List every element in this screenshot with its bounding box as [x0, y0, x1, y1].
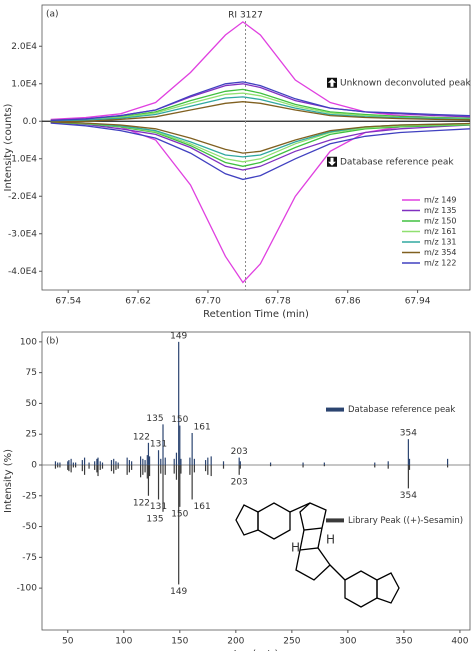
y-tick-label: 2.0E4 [11, 42, 37, 52]
molecule-structure [235, 502, 400, 608]
peak-label: 131 [150, 502, 167, 512]
x-tick-label: 67.54 [55, 297, 81, 307]
peak-label: 149 [170, 587, 187, 597]
y-tick-label: -75 [22, 553, 37, 563]
y-tick-label: 0.0 [23, 117, 38, 127]
y-axis-label: Intensity (%) [3, 449, 14, 513]
x-tick-label: 67.94 [405, 297, 431, 307]
peak-label: 203 [231, 447, 248, 457]
peak-label: 354 [400, 429, 417, 439]
molecule-h: H [291, 541, 300, 555]
y-tick-label: -4.0E4 [8, 267, 37, 277]
y-tick-label: -50 [22, 522, 37, 532]
panel-label: (b) [46, 337, 59, 347]
peak-label: 135 [146, 414, 163, 424]
x-axis-label: Ion (m/z) [234, 649, 279, 651]
x-tick-label: 400 [451, 637, 468, 647]
peak-label: 131 [150, 440, 167, 450]
legend-label: m/z 135 [424, 206, 457, 215]
y-tick-label: 50 [26, 399, 38, 409]
series-line [50, 121, 471, 284]
reference-line-label: RI 3127 [228, 11, 263, 21]
arrow-up [328, 78, 336, 87]
legend-label: Database reference peak [348, 405, 455, 415]
y-tick-label: -100 [17, 584, 38, 594]
series-line [50, 121, 471, 154]
y-axis-label: Intensity (counts) [3, 103, 14, 191]
legend-label: Library Peak ((+)-Sesamin) [348, 516, 463, 526]
y-tick-label: -1.0E4 [8, 154, 37, 164]
series-line [50, 81, 471, 122]
y-tick-label: -25 [22, 491, 37, 501]
legend-label: m/z 131 [424, 238, 457, 247]
series-line [50, 121, 471, 167]
annotation: Database reference peak [340, 157, 454, 167]
legend-label: m/z 150 [424, 217, 457, 226]
legend-swatch [326, 407, 344, 412]
x-tick-label: 50 [62, 637, 74, 647]
peak-label: 150 [171, 415, 188, 425]
y-tick-label: -3.0E4 [8, 229, 37, 239]
series-line [50, 21, 471, 121]
series-line [50, 96, 471, 122]
y-tick-label: 100 [20, 337, 37, 347]
y-tick-label: 0 [31, 460, 37, 470]
x-tick-label: 150 [171, 637, 188, 647]
x-tick-label: 100 [115, 637, 132, 647]
y-tick-label: -2.0E4 [8, 192, 37, 202]
x-tick-label: 350 [395, 637, 412, 647]
peak-label: 150 [171, 509, 188, 519]
charts: 2.0E4 1.0E4 0.0 -1.0E4 -2.0E4 -3.0E4 -4.0E4 67.… [3, 4, 471, 651]
legend-swatch [326, 518, 344, 523]
x-tick-label: 300 [339, 637, 356, 647]
legend-label: m/z 122 [424, 259, 457, 268]
peak-label: 122 [133, 432, 150, 442]
peak-label: 161 [194, 502, 211, 512]
arrow-down [328, 157, 336, 166]
plot-frame [41, 4, 471, 291]
x-axis-label: Retention Time (min) [203, 309, 309, 320]
x-tick-label: 67.62 [125, 297, 151, 307]
x-tick-label: 250 [283, 637, 300, 647]
series-line [50, 101, 471, 123]
molecule-h: H [326, 533, 335, 547]
plot-frame [41, 331, 471, 631]
peak-label: 135 [146, 514, 163, 524]
legend-label: m/z 354 [424, 248, 457, 257]
x-tick-label: 200 [227, 637, 244, 647]
panel-label: (a) [46, 10, 59, 20]
annotation: Unknown deconvoluted peak [340, 78, 471, 88]
peak-label: 161 [194, 422, 211, 432]
peak-label: 203 [231, 477, 248, 487]
y-tick-label: 75 [26, 368, 37, 378]
series-line [50, 122, 471, 181]
peak-label: 354 [400, 491, 417, 501]
x-tick-label: 67.86 [335, 297, 361, 307]
y-tick-label: 1.0E4 [11, 79, 37, 89]
series-line [50, 121, 471, 171]
y-tick-label: 25 [26, 430, 37, 440]
series-line [50, 88, 471, 122]
x-tick-label: 67.78 [265, 297, 291, 307]
legend-label: m/z 149 [424, 196, 457, 205]
peak-label: 122 [133, 498, 150, 508]
peak-label: 149 [170, 331, 187, 341]
x-tick-label: 67.70 [195, 297, 221, 307]
legend-label: m/z 161 [424, 227, 457, 236]
